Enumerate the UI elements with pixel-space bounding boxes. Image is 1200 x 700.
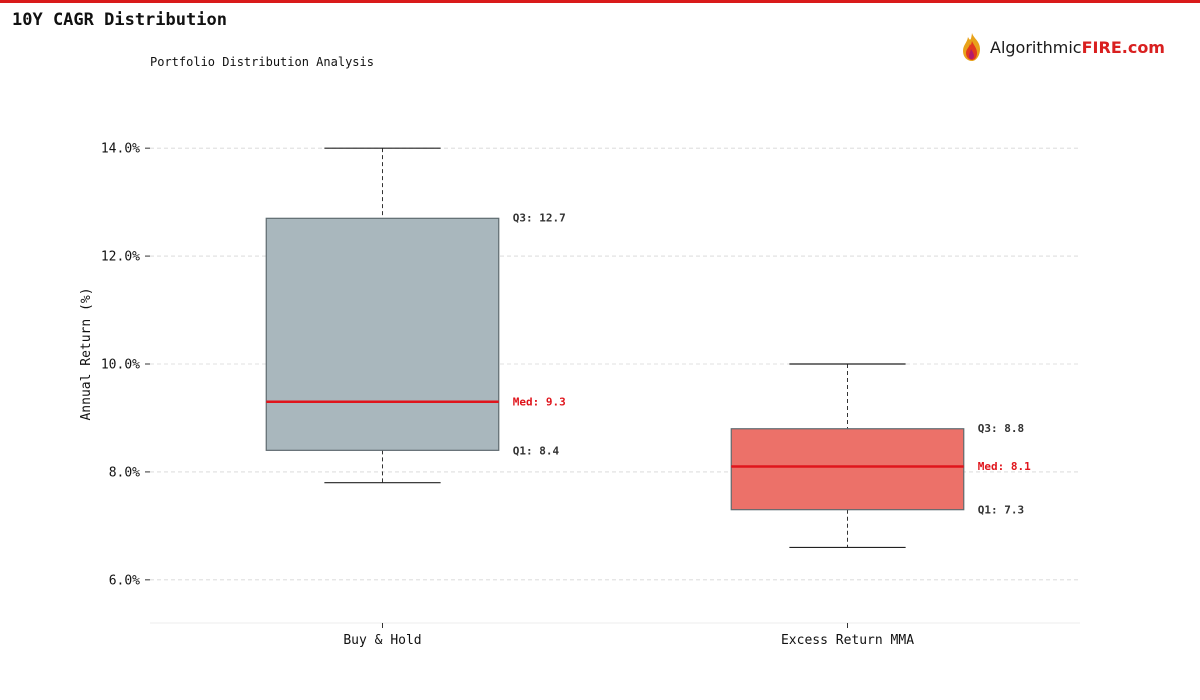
x-axis-ticks: Buy & Hold Excess Return MMA: [343, 623, 914, 648]
x-tick-label: Excess Return MMA: [781, 633, 914, 648]
boxes: Q3: 12.7 Med: 9.3 Q1: 8.4 Q3: 8.8 Med: 8.1 Q1…: [265, 147, 1031, 549]
y-tick-label: 8.0%: [109, 465, 140, 480]
y-axis-ticks: 6.0% 8.0% 10.0% 12.0% 14.0%: [101, 142, 150, 588]
median-label: Med: 9.3: [513, 395, 566, 408]
y-tick-label: 12.0%: [101, 250, 140, 265]
q3-label: Q3: 8.8: [978, 422, 1024, 435]
logo-text-accent: FIRE: [1081, 37, 1122, 57]
box-group: Q3: 12.7 Med: 9.3 Q1: 8.4: [265, 147, 566, 484]
y-axis-label: Annual Return (%): [79, 287, 94, 420]
page-title: 10Y CAGR Distribution: [12, 10, 227, 30]
top-accent-bar: [0, 0, 1200, 3]
y-tick-label: 14.0%: [101, 142, 140, 157]
median-label: Med: 8.1: [978, 460, 1031, 473]
q3-label: Q3: 12.7: [513, 211, 566, 224]
logo-text-main: Algorithmic: [990, 37, 1082, 57]
y-tick-label: 6.0%: [109, 573, 140, 588]
logo-text-suffix: .com: [1121, 37, 1165, 57]
q1-label: Q1: 8.4: [513, 444, 560, 457]
box-body: [730, 428, 965, 511]
y-tick-label: 10.0%: [101, 358, 140, 373]
box-group: Q3: 8.8 Med: 8.1 Q1: 7.3: [730, 363, 1031, 549]
logo-text: AlgorithmicFIRE.com: [990, 38, 1165, 57]
x-tick-label: Buy & Hold: [343, 633, 421, 648]
box-body: [265, 217, 500, 451]
brand-logo: AlgorithmicFIRE.com: [958, 30, 1165, 64]
chart-subtitle: Portfolio Distribution Analysis: [150, 55, 374, 69]
q1-label: Q1: 7.3: [978, 504, 1024, 517]
flame-icon: [963, 33, 980, 61]
